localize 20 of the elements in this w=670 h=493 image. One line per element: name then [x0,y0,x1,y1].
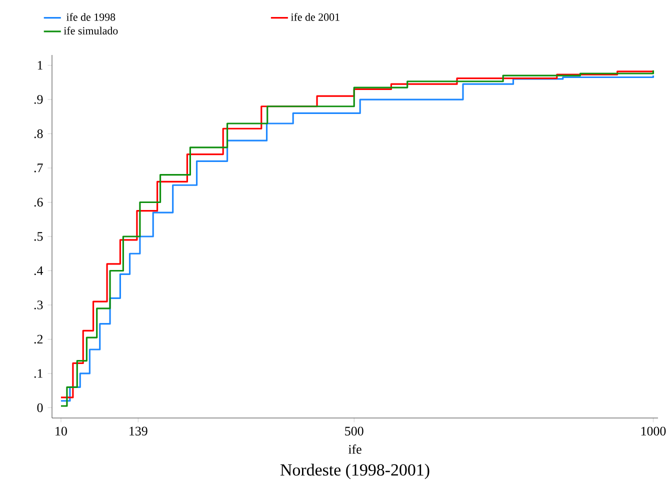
x-tick-label: 10 [56,426,67,436]
x-axis-title: ife [348,444,362,454]
y-tick-label: .2 [34,334,43,344]
y-tick-label: .6 [34,198,43,207]
y-tick-label: .4 [34,266,44,276]
y-tick-label: .9 [34,95,43,104]
y-tick-label: 0 [37,403,43,412]
y-tick-label: .8 [34,129,43,138]
y-tick-label: 1 [38,60,42,70]
y-tick-label: .7 [34,164,43,172]
y-tick-label: .5 [34,232,43,241]
legend-label: ife simulado [64,26,118,34]
y-tick-label: .3 [34,300,43,310]
legend-label: ife de 2001 [290,12,340,21]
x-tick-label: 500 [345,426,364,436]
x-tick-label: 1000 [641,426,666,436]
x-tick-label: 139 [130,426,148,436]
text: Nordeste (1998-2001) [280,464,430,480]
legend-label: ife de 1998 [66,12,116,21]
y-tick-label: .1 [34,369,42,378]
